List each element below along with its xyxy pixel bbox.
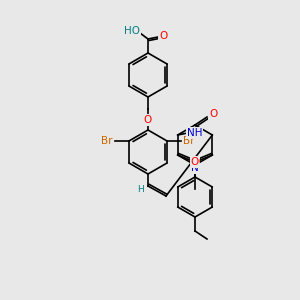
Text: O: O [192,157,200,167]
Text: Br: Br [183,136,195,146]
Text: HO: HO [124,26,140,36]
Text: N: N [191,163,199,173]
Text: H: H [138,184,144,194]
Text: NH: NH [187,128,203,138]
Text: O: O [159,31,167,41]
Text: Br: Br [101,136,113,146]
Text: O: O [209,109,217,119]
Text: O: O [144,115,152,125]
Text: O: O [190,157,198,167]
